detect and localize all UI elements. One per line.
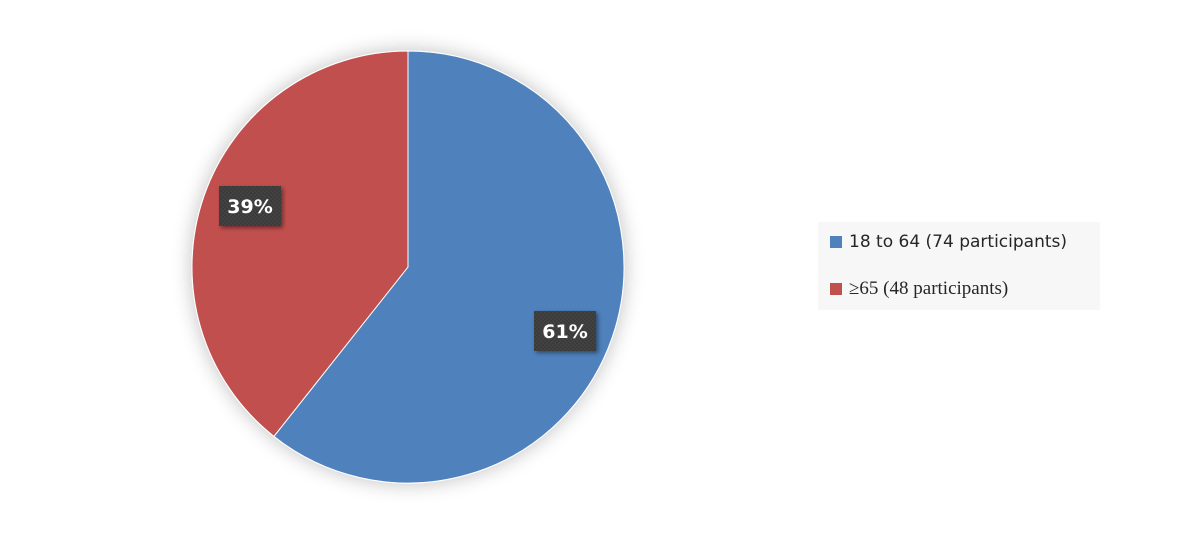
legend-swatch (830, 283, 842, 295)
legend-label: 18 to 64 (74 participants) (849, 232, 1068, 252)
pie-slice-1 (191, 50, 409, 438)
data-label-box (534, 311, 596, 351)
legend-swatch (830, 236, 842, 248)
data-label-text: 61% (542, 321, 587, 343)
legend-item-65-plus: ≥65 (48 participants) (830, 278, 1008, 300)
data-label-text: 39% (227, 196, 272, 218)
pie-slice-0 (273, 50, 625, 484)
legend-item-18-to-64: 18 to 64 (74 participants) (830, 232, 1067, 252)
data-labels: 61% 39% (219, 186, 596, 351)
data-label-1: 39% (219, 186, 281, 226)
legend-label: ≥65 (48 participants) (849, 278, 1009, 299)
data-label-box (219, 186, 281, 226)
data-label-0: 61% (534, 311, 596, 351)
chart-legend: 18 to 64 (74 participants) ≥65 (48 parti… (818, 222, 1100, 310)
pie-slices (191, 50, 625, 484)
